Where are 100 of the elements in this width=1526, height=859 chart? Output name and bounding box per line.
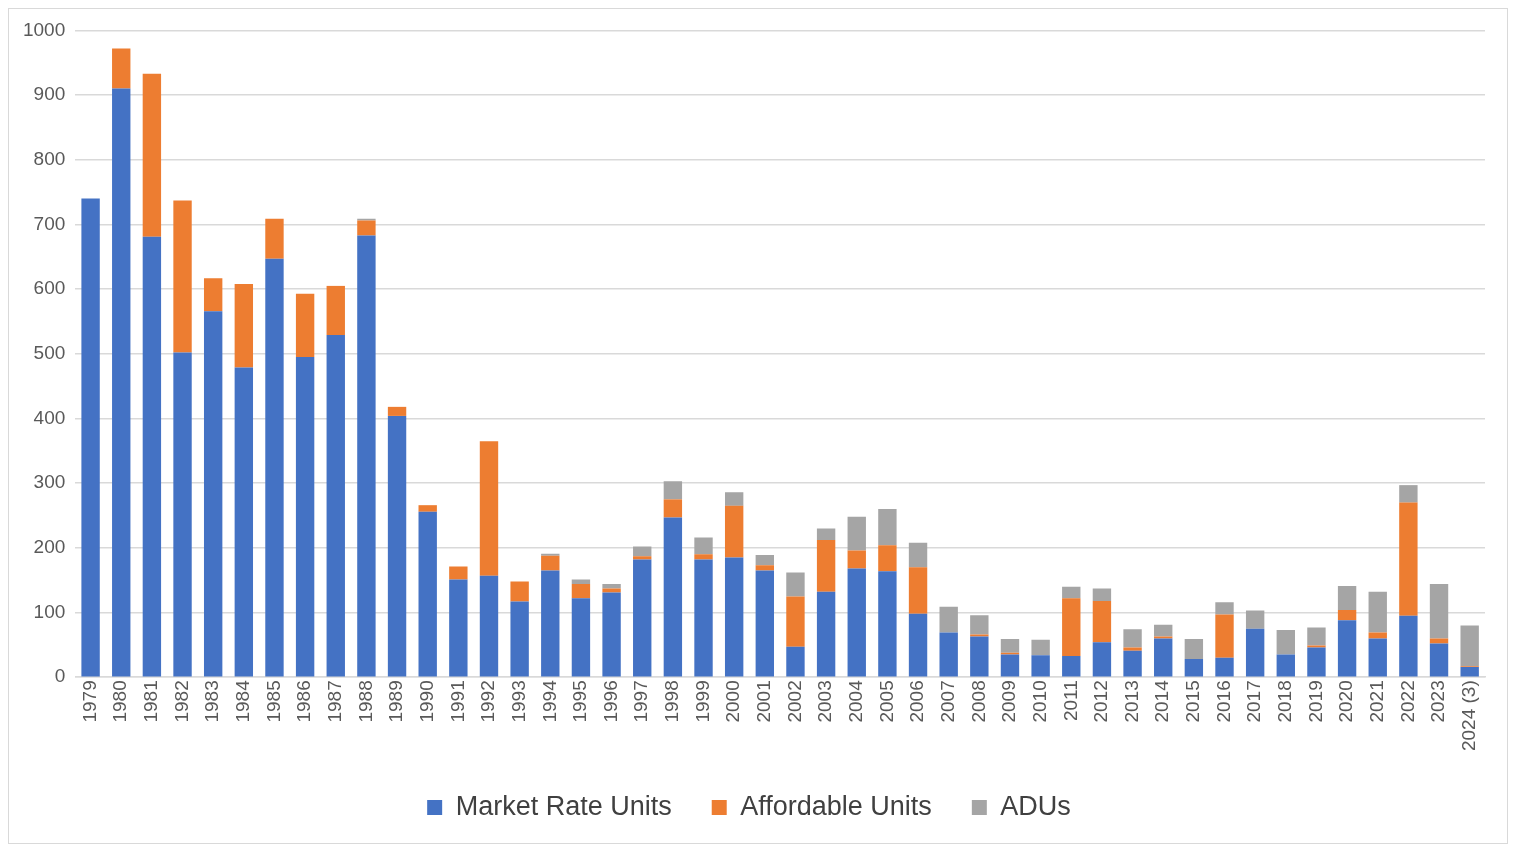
x-tick-label: 2013 (1120, 680, 1142, 723)
bar (1000, 639, 1020, 653)
x-tick-label: 2018 (1274, 680, 1296, 723)
bar (1123, 650, 1142, 677)
y-tick-label: 500 (33, 342, 66, 364)
bar (1062, 586, 1081, 599)
y-tick-label: 600 (33, 277, 66, 299)
bar (234, 367, 254, 677)
bar (908, 567, 928, 614)
bar (357, 235, 376, 677)
bar (387, 415, 407, 677)
bar (265, 258, 284, 677)
bar (541, 555, 560, 571)
bar (418, 511, 437, 677)
bar (295, 293, 315, 358)
x-tick-label: 1980 (109, 680, 131, 723)
bar (1123, 647, 1142, 651)
bar (479, 575, 499, 677)
y-tick-label: 800 (33, 148, 66, 169)
bar (1031, 639, 1050, 656)
x-tick-label: 2011 (1059, 680, 1081, 722)
bar (1215, 657, 1234, 677)
x-tick-label: 2017 (1243, 680, 1265, 723)
x-tick-label: 1996 (599, 680, 621, 723)
x-tick-label: 1979 (78, 680, 100, 723)
y-tick-label: 300 (33, 471, 66, 493)
bar (1429, 638, 1449, 644)
bar (724, 505, 744, 558)
bar (112, 48, 131, 89)
bar (847, 516, 866, 551)
bar (694, 559, 713, 677)
bar (1429, 643, 1449, 677)
bar (786, 646, 805, 677)
bar (724, 557, 744, 677)
x-tick-label: 2005 (875, 680, 897, 723)
y-tick-label: 0 (54, 665, 66, 687)
x-tick-label: 1995 (569, 680, 591, 723)
bar (1276, 630, 1295, 655)
bar (939, 632, 958, 677)
x-tick-label: 1994 (538, 679, 560, 723)
bar (602, 584, 621, 589)
bar (510, 601, 529, 677)
x-tick-label: 2014 (1151, 679, 1173, 723)
x-tick-label: 2022 (1396, 680, 1418, 723)
x-tick-label: 2003 (814, 680, 836, 723)
x-tick-label: 2004 (844, 679, 866, 723)
bar (326, 285, 345, 336)
bar (1123, 629, 1142, 648)
y-tick-label: 400 (33, 406, 66, 428)
bar (602, 592, 621, 677)
bar (1460, 625, 1479, 667)
bar (663, 517, 683, 677)
x-tick-label: 2001 (753, 680, 775, 723)
y-tick-label: 1000 (22, 18, 66, 40)
x-tick-label: 2024 (3) (1457, 680, 1479, 752)
bar (1184, 639, 1204, 660)
legend-label: ADUs (1000, 790, 1071, 821)
bar (908, 613, 928, 677)
bar (1092, 588, 1112, 601)
bar (908, 542, 928, 568)
x-tick-label: 1984 (232, 679, 254, 723)
x-tick-label: 2012 (1090, 680, 1112, 723)
x-tick-label: 2019 (1304, 680, 1326, 723)
bar (1337, 609, 1357, 621)
bar (786, 572, 805, 597)
bar (1429, 584, 1449, 639)
x-tick-label: 1987 (324, 680, 345, 723)
bar (816, 528, 836, 541)
bar (234, 283, 254, 368)
bar (1215, 614, 1234, 658)
bar (1307, 647, 1326, 677)
bar (1245, 628, 1265, 677)
x-tick-label: 1985 (262, 680, 284, 723)
x-tick-label: 2000 (722, 680, 744, 723)
x-tick-label: 1981 (140, 680, 162, 723)
bar (1337, 586, 1357, 610)
bar (418, 505, 437, 512)
bar (357, 220, 376, 236)
bar (449, 579, 468, 677)
x-tick-label: 2006 (906, 680, 928, 723)
bar (1000, 654, 1020, 677)
x-tick-label: 1997 (630, 680, 652, 723)
bar (663, 481, 683, 500)
bar (939, 606, 958, 633)
y-tick-label: 900 (33, 83, 66, 105)
x-tick-label: 1983 (201, 680, 223, 723)
bar (755, 554, 775, 566)
legend-label: Market Rate Units (455, 790, 672, 821)
bar (633, 556, 652, 560)
bar (1031, 655, 1050, 677)
bar (1092, 600, 1112, 643)
bar (878, 571, 897, 677)
bar (694, 537, 713, 555)
x-tick-label: 1999 (691, 680, 713, 723)
x-tick-label: 2015 (1182, 680, 1204, 723)
bar (203, 278, 223, 312)
bar (541, 570, 560, 677)
x-tick-label: 2008 (967, 680, 989, 723)
bar (1215, 602, 1234, 615)
bar (1368, 591, 1387, 633)
